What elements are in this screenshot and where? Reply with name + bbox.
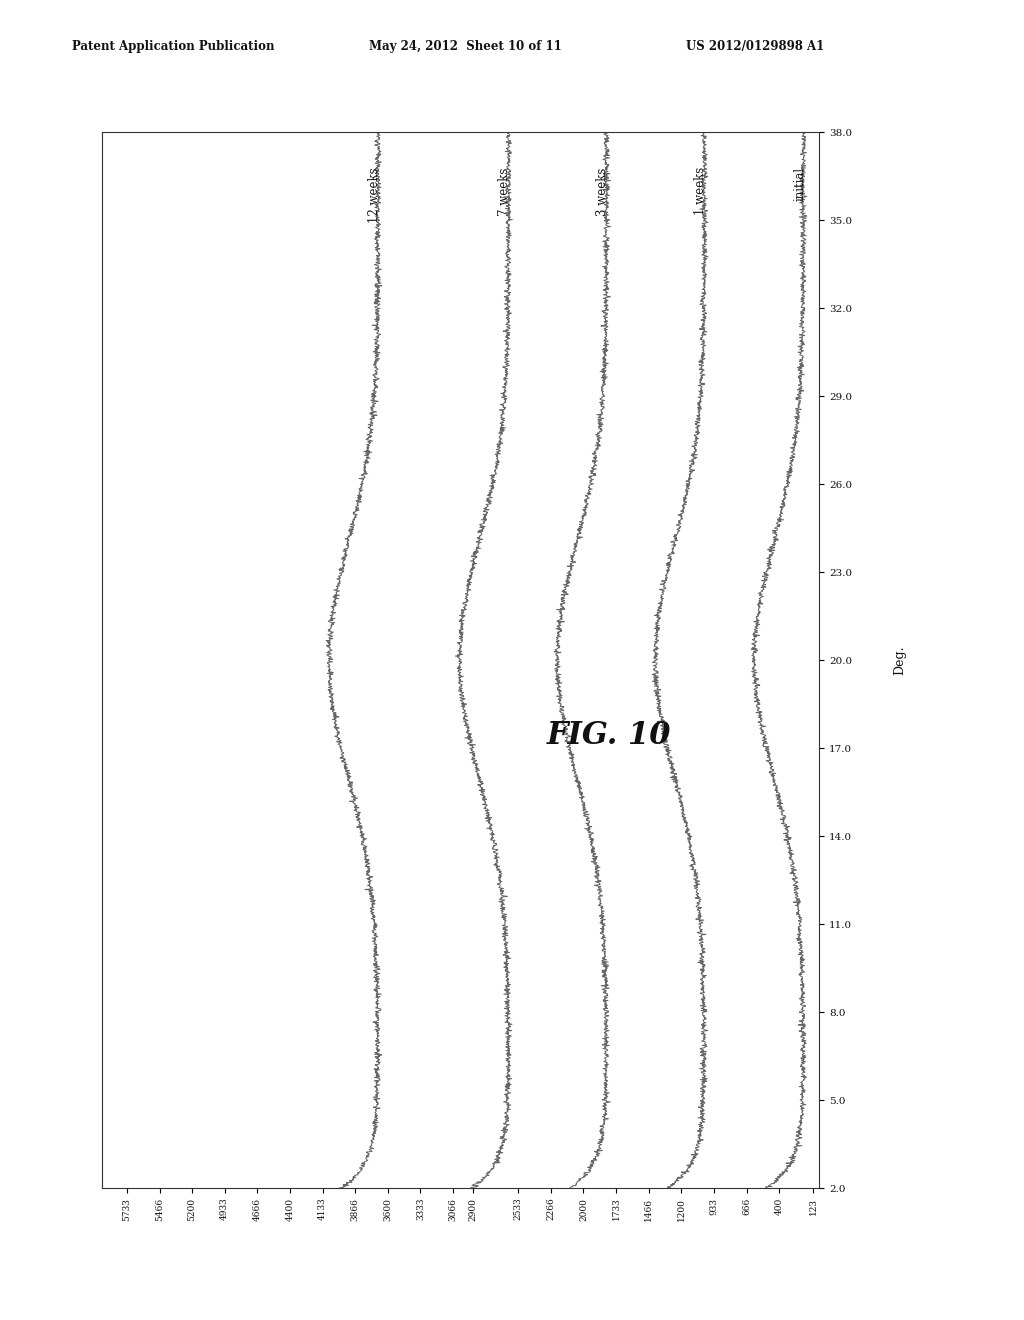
Text: Patent Application Publication: Patent Application Publication <box>72 40 274 53</box>
Text: FIG. 10: FIG. 10 <box>547 721 672 751</box>
Text: May 24, 2012  Sheet 10 of 11: May 24, 2012 Sheet 10 of 11 <box>369 40 561 53</box>
Text: 7 weeks: 7 weeks <box>499 168 511 215</box>
Text: US 2012/0129898 A1: US 2012/0129898 A1 <box>686 40 824 53</box>
Text: 12 weeks: 12 weeks <box>368 168 381 223</box>
Text: 1 weeks: 1 weeks <box>694 168 707 215</box>
Text: 3 weeks: 3 weeks <box>596 168 609 215</box>
Text: initial: initial <box>794 168 806 202</box>
Y-axis label: Deg.: Deg. <box>894 645 906 675</box>
